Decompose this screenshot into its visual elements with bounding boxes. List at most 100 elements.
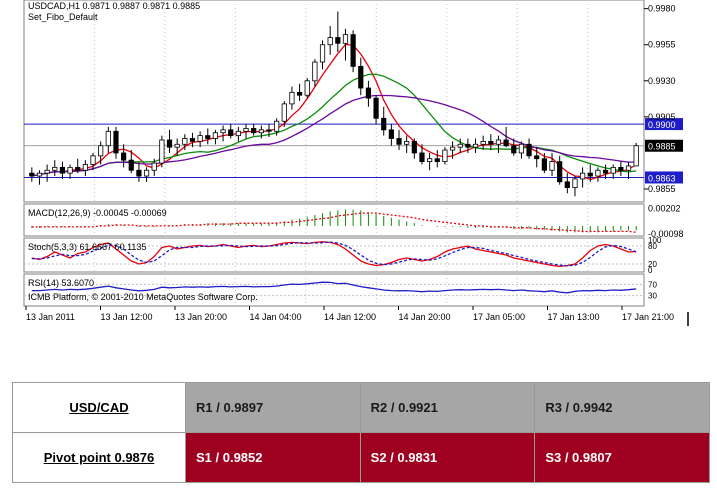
candle-body	[411, 140, 417, 154]
candle-body	[472, 143, 479, 148]
candle-body	[381, 117, 387, 131]
candle-body	[90, 155, 96, 165]
candle-body	[44, 169, 50, 174]
candle-body	[572, 178, 578, 188]
main-panel-frame	[23, 0, 645, 203]
candle-body	[151, 162, 157, 171]
time-axis: 13 Jan 2011 13 Jan 12:00 13 Jan 20:00 14 Ja…	[25, 306, 689, 326]
level-label: 0.9863	[648, 173, 676, 183]
candle-body	[52, 166, 58, 171]
candle-body	[503, 139, 509, 147]
symbol-label: USD/CAD	[69, 400, 129, 415]
x-tick-label: 17 Jan 05:00	[473, 312, 525, 322]
macd-frame	[23, 203, 645, 237]
candle-body	[296, 91, 303, 96]
resistance-cell: R1 / 0.9897	[185, 382, 361, 433]
candle-body	[251, 128, 257, 134]
candle-body	[75, 166, 81, 171]
candle-body	[136, 169, 142, 177]
candle-body	[557, 161, 563, 183]
candle-body	[358, 65, 364, 89]
stoch-main-line	[31, 241, 637, 268]
pivot-point-label: Pivot point 0.9876	[43, 450, 155, 465]
resistance-cell: R2 / 0.9921	[359, 382, 536, 433]
candle-body	[304, 80, 310, 96]
candle-body	[633, 145, 639, 167]
candle-body	[105, 130, 111, 147]
candle-body	[197, 135, 203, 142]
rsi-tick-label: 30	[648, 292, 657, 301]
candle-body	[488, 140, 494, 145]
macd-tick-label: 0.00202	[648, 203, 681, 213]
candle-body	[205, 135, 211, 139]
y-tick-label: 0.9855	[648, 184, 676, 194]
rsi-line	[31, 281, 637, 294]
platform-copyright: ICMB Platform, © 2001-2010 MetaQuotes So…	[28, 292, 258, 302]
candle-body	[580, 172, 586, 180]
candle-body	[610, 166, 616, 174]
resistance-cell: R3 / 0.9942	[534, 382, 710, 433]
candle-body	[212, 132, 219, 139]
support-cell: S1 / 0.9852	[185, 432, 361, 483]
stoch-tick-label: 0	[648, 266, 653, 275]
candle-body	[342, 34, 349, 44]
candle-body	[174, 143, 180, 148]
candle-body	[327, 37, 333, 46]
candle-body	[59, 166, 66, 174]
candle-body	[220, 129, 226, 134]
candle-body	[526, 143, 532, 157]
candle-body	[373, 97, 379, 119]
candle-body	[518, 143, 525, 154]
support-cell: S3 / 0.9807	[534, 432, 710, 483]
candle-body	[365, 87, 372, 99]
candle-body	[29, 172, 35, 177]
candle-body	[243, 128, 249, 132]
stoch-tick-label: 100	[648, 236, 662, 245]
rsi-label: RSI(14) 53.6070	[28, 278, 94, 288]
candle-body	[625, 165, 632, 171]
candle-body	[587, 172, 593, 177]
candle-body	[274, 120, 280, 132]
macd-signal-line	[31, 212, 637, 233]
candle-body	[495, 139, 502, 145]
x-tick-label: 17 Jan 13:00	[548, 312, 600, 322]
x-tick-label: 14 Jan 20:00	[399, 312, 451, 322]
candle-body	[121, 152, 127, 161]
level-tag	[645, 118, 683, 131]
macd-tick-label: -0.00098	[648, 229, 684, 239]
chart-template-label: Set_Fibo_Default	[28, 12, 98, 22]
candle-body	[511, 145, 517, 154]
level-label: 0.9900	[648, 120, 676, 130]
candle-body	[457, 143, 463, 148]
pivot-cell: Pivot point 0.9876	[12, 432, 186, 483]
x-tick-label: 14 Jan 04:00	[250, 312, 302, 322]
stoch-tick-label: 80	[648, 242, 657, 251]
candle-body	[281, 103, 287, 122]
candle-body	[618, 166, 624, 171]
candle-body	[182, 138, 188, 145]
candle-body	[388, 129, 394, 139]
y-tick-label: 0.9955	[648, 40, 676, 50]
candle-body	[419, 152, 425, 162]
candle-body	[258, 129, 264, 134]
y-tick-label: 0.9980	[648, 4, 676, 14]
moving-average-line	[31, 43, 637, 181]
current-price-tag	[645, 139, 683, 152]
candle-body	[312, 61, 318, 82]
candle-body	[235, 130, 241, 137]
x-tick-label: 17 Jan 21:00	[622, 312, 674, 322]
x-tick-label: 13 Jan 2011	[26, 312, 75, 322]
candle-body	[266, 129, 272, 132]
stoch-label: Stoch(5,3,3) 61.6667 60.1135	[28, 242, 146, 252]
candle-body	[36, 172, 43, 177]
candle-body	[189, 138, 196, 142]
candle-body	[434, 158, 440, 162]
candle-body	[465, 143, 471, 148]
candle-body	[549, 161, 555, 171]
candle-body	[166, 139, 173, 148]
candle-body	[404, 140, 410, 145]
support-cell: S2 / 0.9831	[359, 432, 536, 483]
price-chart: 0.9900 0.9863 0.9885 0.9980 0.9955 0.9930 0.99…	[23, 0, 689, 326]
symbol-cell: USD/CAD	[12, 382, 186, 433]
